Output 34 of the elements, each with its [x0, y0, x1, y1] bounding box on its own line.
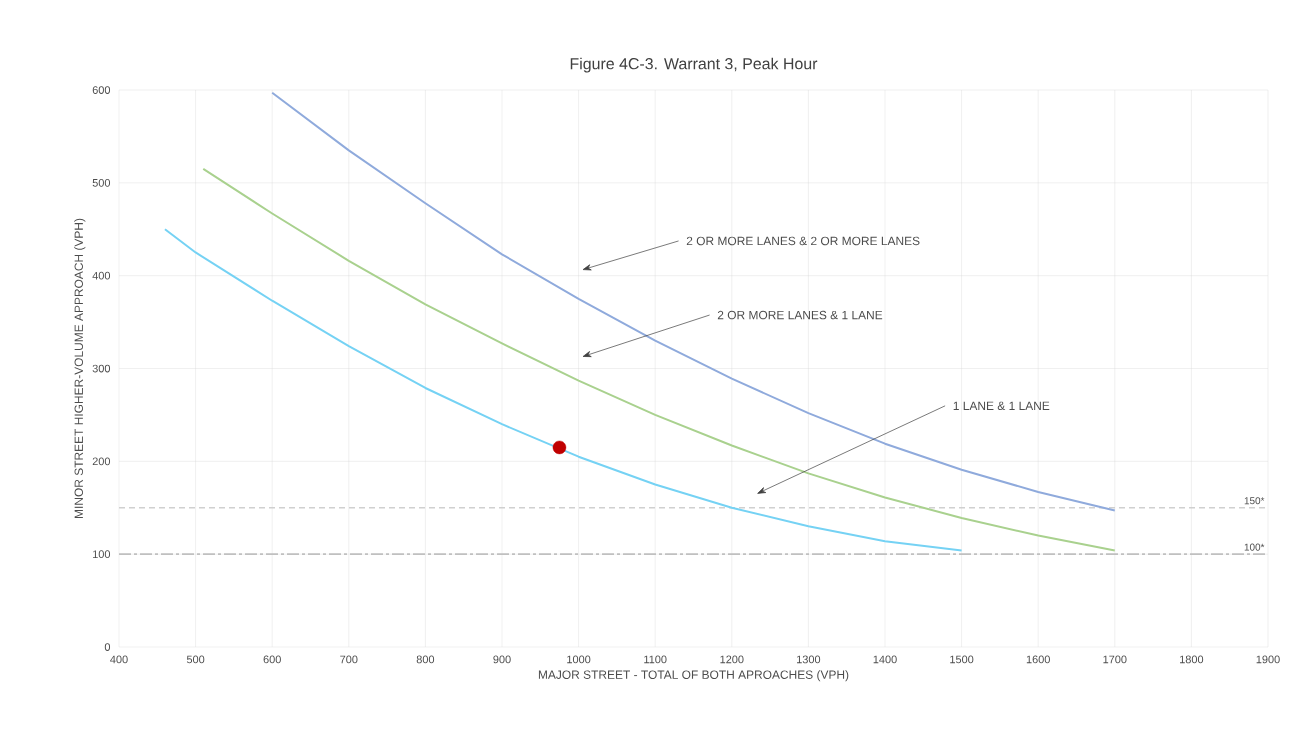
y-tick-label: 500	[92, 178, 111, 187]
y-tick-label: 600	[92, 86, 111, 94]
annotation: 2 OR MORE LANES & 2 OR MORE LANES	[686, 236, 920, 246]
annotation: 2 OR MORE LANES & 1 LANE	[717, 310, 883, 320]
x-tick-label: 1200	[720, 655, 744, 664]
x-tick-label: 1800	[1180, 655, 1204, 664]
annotation: 1 LANE & 1 LANE	[953, 401, 1050, 411]
x-tick-label: 500	[186, 655, 205, 664]
line-series	[163, 228, 963, 552]
x-tick-label: 1100	[644, 655, 667, 664]
x-axis-title: MAJOR STREET - TOTAL OF BOTH APROACHES (VPH)	[538, 670, 849, 682]
chart-title: Figure 4C-3. Warrant 3, Peak Hour	[570, 57, 818, 73]
x-tick-label: 1000	[567, 655, 591, 664]
x-tick-label: 400	[110, 655, 128, 664]
line-series	[271, 91, 1116, 512]
x-tick-label: 700	[340, 655, 358, 664]
x-tick-label: 1900	[1256, 655, 1280, 664]
x-tick-label: 1700	[1103, 655, 1127, 664]
y-tick-label: 100	[93, 550, 111, 559]
x-tick-label: 1500	[950, 655, 974, 664]
ref-line-label: 150*	[1244, 497, 1265, 505]
x-tick-label: 1300	[797, 655, 821, 664]
x-tick-label: 800	[416, 655, 435, 664]
y-tick-label: 0	[104, 643, 111, 651]
x-tick-label: 600	[263, 655, 281, 664]
x-tick-label: 1400	[873, 655, 897, 664]
y-tick-label: 300	[92, 364, 111, 373]
line-series	[202, 167, 1116, 552]
y-tick-label: 400	[92, 271, 111, 280]
ref-line-label: 100*	[1244, 543, 1265, 551]
x-tick-label: 900	[493, 655, 511, 664]
x-tick-label: 1600	[1026, 655, 1050, 664]
y-tick-label: 200	[92, 457, 111, 466]
y-axis-title: MINOR STREET HIGHER-VOLUME APPROACH (VPH)	[74, 218, 86, 518]
